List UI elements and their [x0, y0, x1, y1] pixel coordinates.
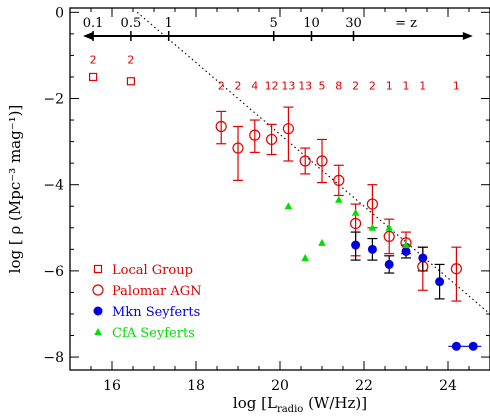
x-tick-label: 24: [439, 378, 457, 394]
mkn-seyferts-point: [384, 259, 394, 269]
palomar-agn-point: [383, 230, 395, 243]
cfa-seyferts-point: [335, 195, 343, 203]
palomar-agn-point: [333, 174, 345, 186]
z-tick-label: 30: [345, 16, 362, 31]
z-axis-arrow-left: [83, 32, 93, 41]
palomar-agn-point: [299, 155, 311, 167]
cfa-seyferts-point: [301, 253, 309, 261]
y-tick-label: −6: [43, 264, 64, 280]
palomar-agn-point: [417, 260, 429, 273]
bin-count-label: 13: [298, 80, 312, 93]
bin-count-label: 12: [265, 80, 279, 93]
legend-label: Local Group: [112, 263, 193, 278]
y-axis-label: log [ ρ (Mpc⁻³ mag⁻¹)]: [6, 105, 24, 274]
bin-count-label: 8: [335, 80, 342, 93]
mkn-seyferts-point: [367, 244, 377, 254]
palomar-agn-point: [350, 217, 362, 230]
y-tick-label: −8: [43, 350, 64, 366]
bin-count-label: 1: [419, 80, 426, 93]
palomar-agn-point: [450, 263, 462, 275]
bin-count-label: 2: [235, 80, 242, 93]
mkn-seyferts-point: [451, 341, 461, 351]
legend-marker: [93, 306, 103, 316]
cfa-seyferts-point: [284, 202, 293, 210]
z-tick-label: 1: [165, 16, 173, 31]
palomar-agn-point: [282, 123, 294, 135]
bin-count-label: 4: [251, 80, 258, 93]
legend-marker: [93, 264, 103, 274]
legend-label: Palomar AGN: [112, 284, 201, 299]
fit-line: [136, 11, 490, 315]
y-tick-label: 0: [55, 5, 64, 21]
palomar-agn-point: [366, 198, 378, 210]
data-points: [88, 72, 478, 351]
bin-counts: 2 22 2 4 12 13 13 5 8 2 2 1 1 1 1: [90, 54, 460, 93]
legend-label: CfA Seyferts: [112, 326, 195, 341]
cfa-seyferts-point: [351, 208, 360, 216]
mkn-seyferts-point: [435, 277, 445, 287]
cfa-seyferts-point: [402, 241, 410, 249]
z-tick-label: 0.1: [83, 16, 104, 31]
legend-marker: [92, 284, 104, 296]
y-tick-label: −2: [43, 92, 64, 108]
y-tick-label: −4: [43, 178, 64, 194]
bin-count-label: 1: [386, 80, 393, 93]
legend-marker: [94, 328, 102, 335]
mkn-seyferts-point: [401, 246, 411, 256]
palomar-agn-point: [266, 133, 278, 146]
z-tick-label: 0.5: [121, 16, 142, 31]
mkn-seyferts-point: [418, 253, 428, 263]
z-axis-arrow-right: [462, 32, 473, 41]
bin-count-label: 2: [352, 80, 359, 93]
palomar-agn-point: [316, 155, 328, 167]
redshift-axis: 0.1 0.5 1 5 10 30 = z: [83, 16, 473, 42]
mkn-seyferts-point: [468, 341, 478, 351]
bin-count-label: 1: [453, 80, 460, 93]
x-tick-label: 20: [271, 378, 289, 394]
axis-ticks: 16 18 20 22 240−2−4−6−8: [43, 5, 490, 394]
x-tick-label: 16: [103, 378, 121, 394]
fit-line-segment: [136, 11, 490, 315]
cfa-seyferts-point: [318, 238, 326, 246]
x-axis-label: log [Lradio (W/Hz)]: [233, 394, 367, 415]
z-symbol-label: = z: [395, 16, 417, 31]
bin-count-label: 1: [403, 80, 410, 93]
bin-count-label: 13: [281, 80, 295, 93]
x-tick-label: 22: [355, 378, 373, 394]
local-group-point: [88, 72, 98, 82]
legend-label: Mkn Seyferts: [112, 305, 200, 320]
legend: Local Group Palomar AGN Mkn Seyferts CfA Se…: [92, 263, 201, 341]
bin-count-label: 2: [127, 54, 134, 67]
x-tick-label: 18: [187, 378, 205, 394]
palomar-agn-point: [232, 142, 244, 154]
local-group-point: [126, 77, 136, 86]
bin-count-label: 2: [90, 54, 97, 67]
z-tick-label: 10: [303, 16, 320, 31]
palomar-agn-point: [215, 120, 227, 133]
cfa-seyferts-point: [368, 223, 377, 231]
cfa-seyferts-point: [385, 223, 393, 231]
bin-count-label: 2: [369, 80, 376, 93]
palomar-agn-point: [249, 129, 261, 141]
error-bars: [216, 106, 482, 347]
bin-count-label: 5: [319, 80, 326, 93]
z-tick-label: 5: [270, 16, 278, 31]
mkn-seyferts-point: [351, 240, 361, 250]
bin-count-label: 2: [218, 80, 225, 93]
